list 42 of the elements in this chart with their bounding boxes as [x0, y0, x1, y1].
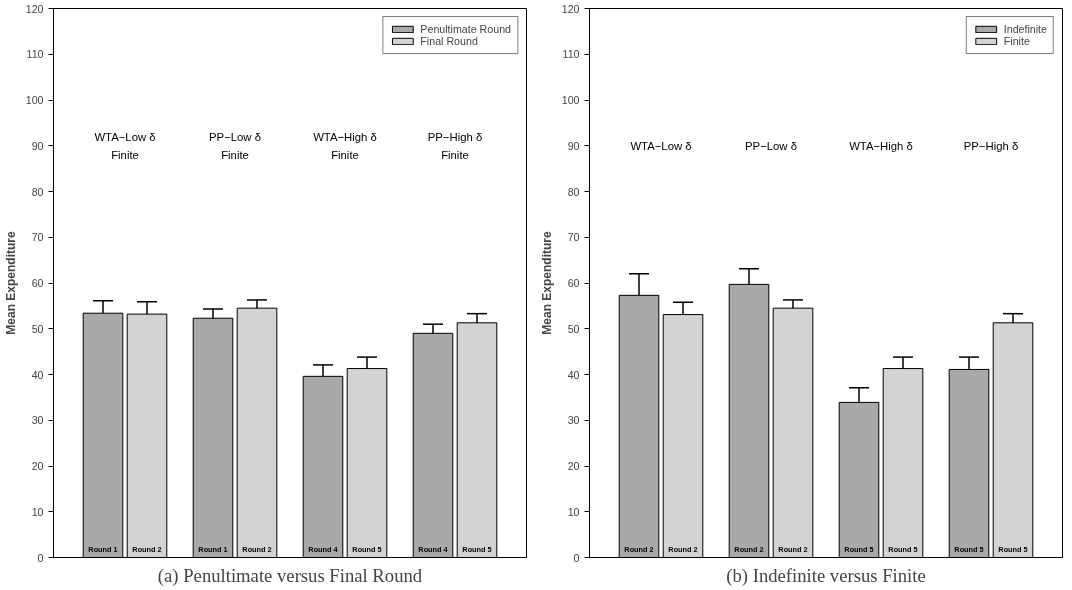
y-tick-label: 0: [37, 551, 44, 564]
y-tick-label: 80: [31, 185, 44, 198]
y-tick-label: 120: [25, 2, 44, 15]
y-tick-label: 70: [31, 231, 44, 244]
y-tick-label: 40: [31, 368, 44, 381]
y-tick-label: 100: [561, 94, 580, 106]
y-tick-label: 90: [31, 139, 44, 152]
y-tick-label: 70: [567, 231, 580, 244]
x-tick-label: WTA−High δ Finite: [313, 130, 377, 161]
y-tick-label: 60: [567, 277, 580, 289]
y-axis-title: Mean Expenditure: [539, 231, 554, 335]
x-tick-label: PP−High δ Finite: [427, 130, 483, 161]
y-tick-label: 80: [567, 185, 580, 198]
y-tick-label: 30: [567, 414, 580, 427]
x-tick-label: WTA−Low δ: [630, 139, 692, 152]
legend-label: Indefinite: [1003, 23, 1047, 35]
x-tick-label: WTA−High δ: [849, 139, 913, 152]
legend-label: Penultimate Round: [420, 23, 511, 35]
y-tick-label: 110: [562, 48, 580, 61]
x-tick-label: PP−Low δ: [745, 139, 797, 152]
y-tick-label: 60: [31, 277, 44, 289]
y-tick-label: 110: [26, 48, 44, 61]
y-tick-label: 120: [561, 2, 580, 15]
y-tick-label: 20: [31, 460, 44, 472]
legend-label: Final Round: [420, 35, 478, 47]
y-tick-label: 30: [31, 414, 44, 427]
text: (b) Indefinite versus Finite: [726, 564, 926, 587]
y-tick-label: 10: [31, 505, 44, 518]
y-tick-label: 40: [567, 368, 580, 381]
y-tick-label: 90: [567, 139, 580, 152]
y-axis-title: Mean Expenditure: [3, 231, 18, 335]
y-tick-label: 50: [567, 322, 580, 335]
y-tick-label: 0: [573, 551, 580, 564]
x-tick-label: WTA−Low δ Finite: [94, 130, 156, 161]
x-tick-label: PP−Low δ Finite: [209, 130, 261, 161]
y-tick-label: 50: [31, 322, 44, 335]
y-tick-label: 20: [567, 460, 580, 472]
legend-label: Finite: [1003, 35, 1030, 47]
y-tick-label: 100: [25, 94, 44, 106]
text: (a) Penultimate versus Final Round: [157, 564, 423, 587]
y-tick-label: 10: [567, 505, 580, 518]
x-tick-label: PP−High δ: [963, 139, 1019, 152]
